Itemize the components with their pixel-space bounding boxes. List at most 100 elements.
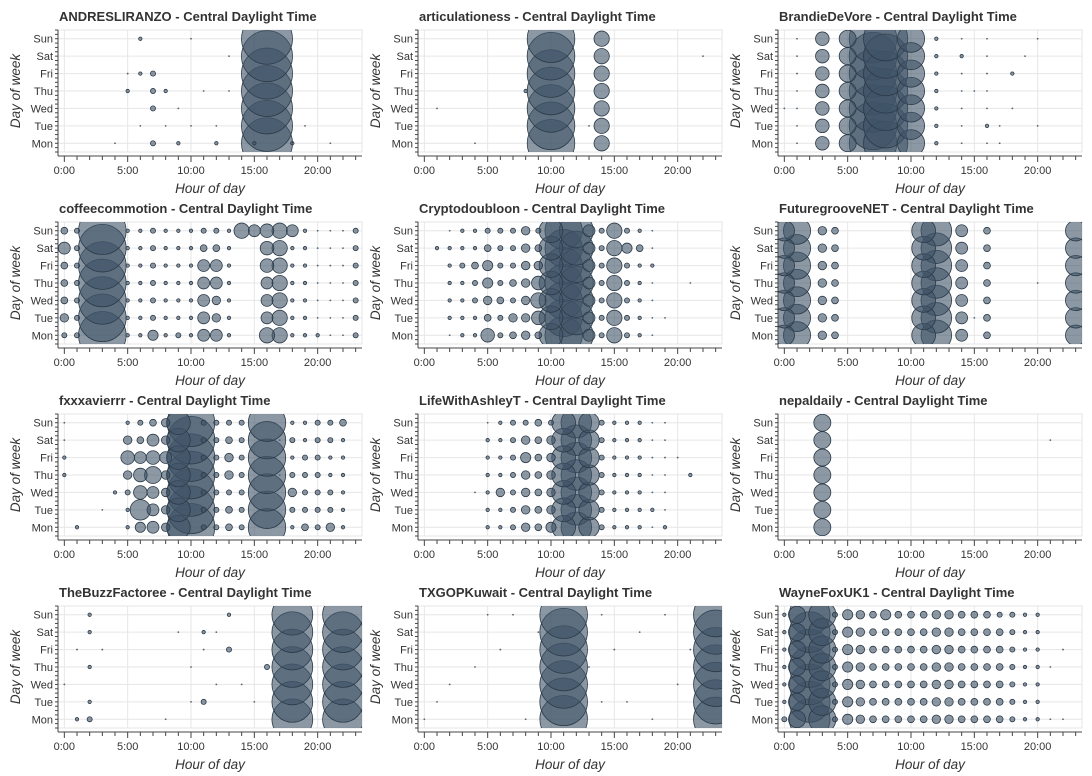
data-bubble (289, 506, 296, 513)
x-tick-label: 10:00 (537, 165, 565, 177)
data-bubble (534, 488, 543, 497)
data-bubble (302, 228, 308, 233)
data-bubble (60, 296, 69, 305)
x-tick-label: 20:00 (1024, 741, 1052, 753)
y-tick-label: Wed (31, 295, 53, 307)
x-tick-label: 10:00 (897, 357, 925, 369)
data-bubble (970, 610, 979, 619)
data-bubble (1022, 647, 1028, 652)
data-bubble (340, 507, 346, 512)
data-bubble (650, 263, 655, 268)
y-tick-label: Wed (751, 679, 773, 691)
data-bubble (534, 418, 543, 427)
data-bubble (483, 295, 493, 306)
data-bubble (290, 141, 295, 146)
y-tick-label: Mon (32, 138, 53, 150)
data-bubble (101, 648, 104, 651)
x-tick-label: 20:00 (664, 741, 692, 753)
chart-title: WayneFoxUK1 - Central Daylight Time (779, 585, 1015, 600)
data-bubble (813, 483, 832, 502)
data-bubble (190, 666, 192, 668)
data-bubble (226, 246, 232, 251)
x-tick-label: 5:00 (837, 741, 858, 753)
y-axis-label: Day of week (8, 437, 23, 513)
data-bubble (676, 456, 679, 459)
data-bubble (138, 246, 143, 251)
data-bubble (612, 420, 617, 425)
data-bubble (74, 314, 80, 321)
data-bubble (302, 438, 308, 443)
y-tick-label: Sat (36, 51, 53, 63)
data-bubble (150, 140, 156, 147)
data-bubble (1022, 612, 1028, 617)
y-tick-label: Sat (36, 627, 53, 639)
data-bubble (815, 66, 830, 81)
data-bubble (796, 72, 798, 75)
data-bubble (302, 298, 308, 303)
data-bubble (253, 107, 256, 110)
data-bubble (960, 142, 963, 145)
data-bubble (986, 142, 988, 145)
data-bubble (290, 315, 295, 320)
bubble-layer (778, 222, 1082, 344)
data-bubble (815, 101, 830, 116)
data-bubble (1009, 681, 1016, 688)
data-bubble (163, 263, 168, 268)
data-bubble (637, 420, 642, 425)
y-tick-label: Wed (751, 103, 773, 115)
chart-title: BrandieDeVore - Central Daylight Time (779, 9, 1017, 24)
x-tick-label: 20:00 (664, 165, 692, 177)
data-bubble (327, 419, 334, 426)
y-tick-label: Thu (34, 278, 53, 290)
data-bubble (531, 310, 546, 326)
x-axis-label: Hour of day (895, 565, 966, 580)
data-bubble (161, 418, 171, 428)
x-tick-label: 0:00 (774, 357, 795, 369)
data-bubble (485, 507, 490, 512)
data-bubble (842, 696, 854, 708)
data-bubble (302, 315, 308, 320)
data-bubble (931, 697, 941, 707)
data-bubble (278, 474, 281, 476)
y-tick-label: Sun (33, 226, 53, 238)
data-bubble (125, 280, 130, 286)
y-tick-label: Mon (752, 714, 773, 726)
data-bubble (510, 524, 516, 531)
data-bubble (813, 431, 832, 450)
data-bubble (521, 226, 531, 236)
x-tick-label: 10:00 (177, 165, 205, 177)
data-bubble (598, 297, 605, 304)
data-bubble (1036, 37, 1039, 40)
data-bubble (624, 490, 630, 495)
y-tick-label: Mon (752, 138, 773, 150)
data-bubble (86, 716, 93, 723)
x-tick-label: 15:00 (241, 357, 269, 369)
data-bubble (226, 646, 232, 653)
data-bubble (161, 522, 171, 532)
data-bubble (314, 472, 321, 478)
data-bubble (931, 714, 941, 724)
data-bubble (1065, 222, 1082, 242)
data-bubble (624, 262, 630, 269)
data-bubble (340, 472, 346, 478)
data-bubble (60, 279, 69, 287)
data-bubble (486, 613, 489, 616)
bubble-layer (434, 222, 692, 344)
chart-svg: TXGOPKuwait - Central Daylight Time 0:00 5… (368, 585, 723, 772)
data-bubble (226, 612, 232, 617)
data-bubble (688, 472, 693, 478)
data-bubble (314, 419, 321, 426)
data-bubble (606, 309, 623, 326)
data-bubble (855, 679, 865, 690)
data-bubble (842, 644, 854, 656)
data-bubble (931, 627, 941, 637)
x-axis-label: Hour of day (895, 373, 966, 388)
y-axis-label: Day of week (728, 53, 743, 129)
data-bubble (986, 37, 988, 40)
data-bubble (624, 525, 630, 530)
data-bubble (960, 90, 963, 92)
data-bubble (202, 90, 205, 92)
data-bubble (606, 222, 623, 239)
data-bubble (271, 606, 314, 636)
data-bubble (302, 263, 308, 268)
